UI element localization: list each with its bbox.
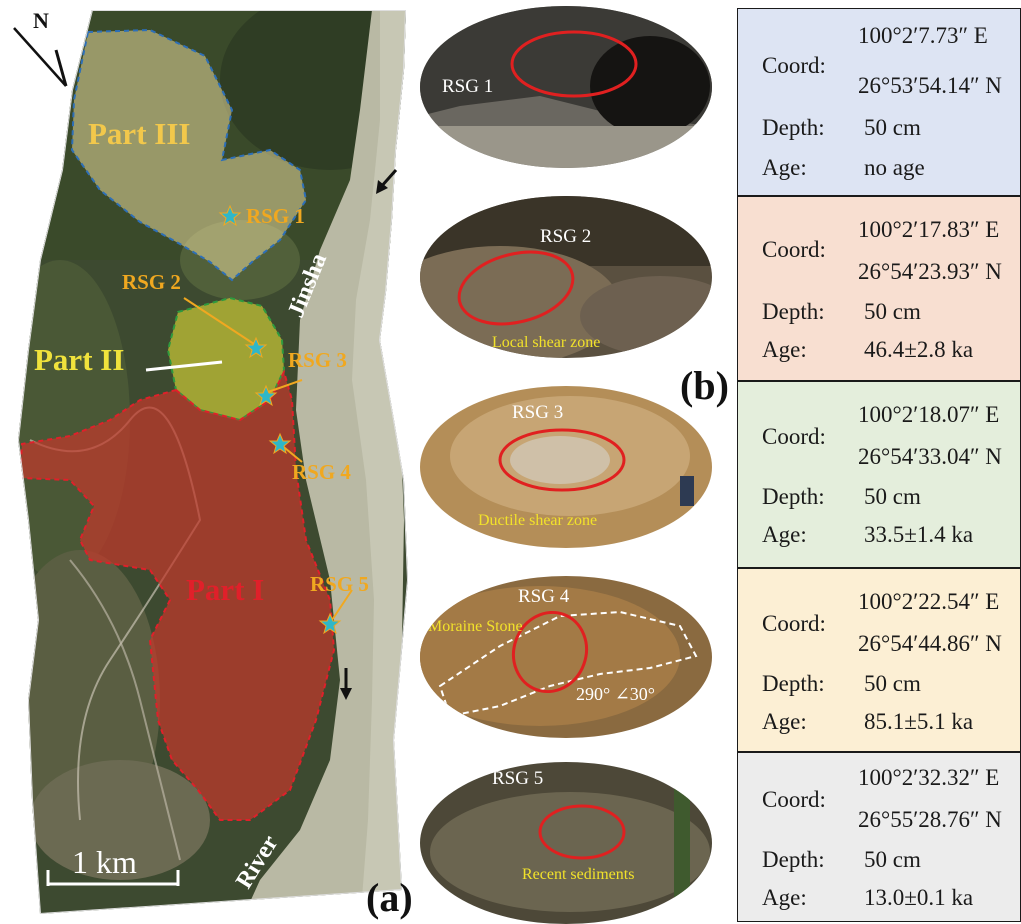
photo-rsg4: RSG 4 Moraine Stone 290° ∠30° xyxy=(420,576,712,738)
longitude-value: 100°2′32.32″ E xyxy=(858,765,1000,790)
longitude-value: 100°2′17.83″ E xyxy=(858,217,1000,242)
photo-rsg2: RSG 2 Local shear zone xyxy=(420,196,712,358)
flow-arrow-icon xyxy=(376,169,398,194)
star-icon xyxy=(218,204,242,227)
panel-label-a: (a) xyxy=(366,875,413,920)
depth-value: 50 cm xyxy=(864,847,921,872)
map-panel: N Part III Part II Part I RSG 1 RSG 2 RS… xyxy=(0,0,420,924)
site-label-rsg2: RSG 2 xyxy=(122,270,181,294)
longitude-value: 100°2′7.73″ E xyxy=(858,23,988,48)
star-icon xyxy=(254,384,278,407)
attitude-label: 290° ∠30° xyxy=(576,684,655,704)
photo-label: RSG 4 xyxy=(518,586,570,607)
part-3-label: Part III xyxy=(88,116,191,151)
latitude-value: 26°54′33.04″ N xyxy=(858,444,1002,469)
depth-label: Depth: xyxy=(762,115,825,140)
latitude-value: 26°54′23.93″ N xyxy=(858,259,1002,284)
age-label: Age: xyxy=(762,885,807,910)
photo-label: RSG 2 xyxy=(540,226,592,247)
depth-label: Depth: xyxy=(762,484,825,509)
site-label-rsg4: RSG 4 xyxy=(292,460,351,484)
star-icon xyxy=(244,336,268,359)
site-info-box: Coord: 100°2′32.32″ E 26°55′28.76″ N Dep… xyxy=(737,752,1021,922)
site-info-box: Coord: 100°2′7.73″ E 26°53′54.14″ N Dept… xyxy=(737,8,1021,196)
site-info-box: Coord: 100°2′17.83″ E 26°54′23.93″ N Dep… xyxy=(737,196,1021,381)
panel-label-b: (b) xyxy=(680,363,729,408)
latitude-value: 26°55′28.76″ N xyxy=(858,807,1002,832)
longitude-value: 100°2′18.07″ E xyxy=(858,402,1000,427)
star-icon xyxy=(268,432,292,455)
satellite-map xyxy=(13,10,408,914)
photo-label: RSG 1 xyxy=(442,76,494,97)
age-label: Age: xyxy=(762,522,807,547)
depth-label: Depth: xyxy=(762,847,825,872)
coord-label: Coord: xyxy=(762,53,826,78)
part-1-label: Part I xyxy=(186,572,265,607)
photo-rsg5: RSG 5 Recent sediments xyxy=(420,762,712,924)
depth-value: 50 cm xyxy=(864,299,921,324)
latitude-value: 26°54′44.86″ N xyxy=(858,631,1002,656)
depth-label: Depth: xyxy=(762,299,825,324)
photo-label: RSG 5 xyxy=(492,768,544,789)
depth-value: 50 cm xyxy=(864,484,921,509)
photo-label: RSG 3 xyxy=(512,402,564,423)
site-info-box: Coord: 100°2′22.54″ E 26°54′44.86″ N Dep… xyxy=(737,568,1021,752)
age-value: 13.0±0.1 ka xyxy=(864,885,974,910)
coord-label: Coord: xyxy=(762,424,826,449)
coord-label: Coord: xyxy=(762,237,826,262)
age-label: Age: xyxy=(762,709,807,734)
age-label: Age: xyxy=(762,337,807,362)
photo-rsg3: RSG 3 Ductile shear zone xyxy=(420,386,712,548)
age-value: 33.5±1.4 ka xyxy=(864,522,974,547)
coord-label: Coord: xyxy=(762,787,826,812)
scale-bar xyxy=(46,870,180,886)
photo-note: Ductile shear zone xyxy=(478,512,598,529)
north-arrow-icon xyxy=(13,27,68,87)
age-label: Age: xyxy=(762,155,807,180)
age-value: 46.4±2.8 ka xyxy=(864,337,974,362)
coord-label: Coord: xyxy=(762,611,826,636)
star-icon xyxy=(318,612,342,635)
site-info-box: Coord: 100°2′18.07″ E 26°54′33.04″ N Dep… xyxy=(737,381,1021,568)
north-label: N xyxy=(33,8,49,33)
photo-note: Local shear zone xyxy=(492,334,601,351)
age-value: 85.1±5.1 ka xyxy=(864,709,974,734)
photo-note: Recent sediments xyxy=(522,866,635,883)
latitude-value: 26°53′54.14″ N xyxy=(858,73,1002,98)
photo-rsg1: RSG 1 xyxy=(420,6,712,168)
depth-value: 50 cm xyxy=(864,115,921,140)
depth-value: 50 cm xyxy=(864,671,921,696)
scale-label: 1 km xyxy=(72,844,137,880)
flow-arrow-icon xyxy=(340,668,352,700)
longitude-value: 100°2′22.54″ E xyxy=(858,589,1000,614)
part-2-label: Part II xyxy=(34,342,125,377)
depth-label: Depth: xyxy=(762,671,825,696)
site-label-rsg1: RSG 1 xyxy=(246,204,305,228)
age-value: no age xyxy=(864,155,925,180)
site-label-rsg5: RSG 5 xyxy=(310,572,369,596)
site-label-rsg3: RSG 3 xyxy=(288,348,347,372)
photo-note: Moraine Stone xyxy=(428,618,523,635)
